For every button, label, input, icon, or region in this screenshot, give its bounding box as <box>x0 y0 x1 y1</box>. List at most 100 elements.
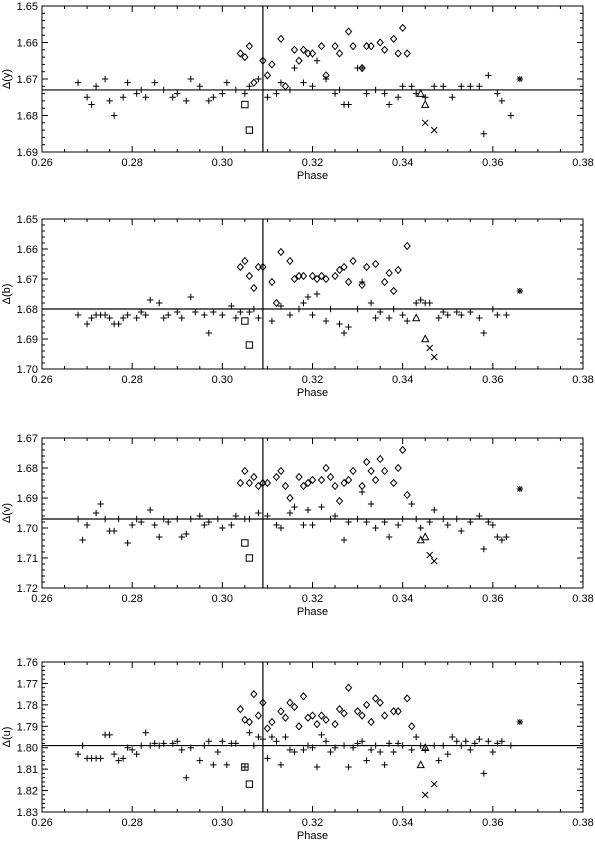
diamond-point <box>344 27 353 36</box>
cross-point <box>430 126 438 134</box>
plus-point <box>462 738 469 745</box>
diamond-point <box>371 475 380 485</box>
diamond-point <box>263 71 272 80</box>
diamond-point <box>241 466 249 476</box>
plus-point <box>394 521 402 529</box>
plus-point <box>156 533 163 541</box>
x-tick-label: 0.34 <box>392 593 413 605</box>
plus-point <box>214 748 222 756</box>
plus-point <box>367 746 375 754</box>
plus-point <box>196 83 203 90</box>
series-plus <box>74 488 510 553</box>
diamond-point <box>245 717 254 727</box>
x-axis-title: Phase <box>297 170 328 182</box>
plot-frame <box>41 437 584 589</box>
plus-point <box>79 742 86 749</box>
diamond-point <box>263 478 272 488</box>
plus-point <box>399 515 406 523</box>
plus-point <box>151 740 158 747</box>
plus-point <box>178 746 185 754</box>
x-tick-label: 0.28 <box>121 374 142 386</box>
plus-point <box>440 515 447 523</box>
plus-point <box>300 79 307 86</box>
cross-point <box>430 353 438 361</box>
plus-point <box>250 305 258 313</box>
plus-point <box>408 746 415 754</box>
plus-point <box>363 757 370 764</box>
plus-point <box>115 320 122 328</box>
plus-point <box>110 112 118 119</box>
plus-point <box>394 740 402 747</box>
diamond-point <box>403 694 411 703</box>
diamond-point <box>322 463 330 473</box>
plus-point <box>345 101 352 108</box>
diamond-point <box>353 707 362 716</box>
plus-point <box>313 763 321 771</box>
plus-point <box>444 750 451 758</box>
plus-point <box>304 506 312 514</box>
plus-point <box>137 742 145 749</box>
plus-point <box>444 311 451 319</box>
triangle-point <box>420 743 430 752</box>
x-tick-label: 0.36 <box>482 593 503 605</box>
plus-point <box>440 742 447 749</box>
plus-point <box>92 509 100 517</box>
diamond-point <box>408 722 416 731</box>
plus-point <box>255 75 262 83</box>
plus-point <box>354 740 361 747</box>
plus-point <box>367 299 375 307</box>
diamond-point <box>245 478 254 488</box>
diamond-point <box>380 711 389 720</box>
triangle-point <box>416 760 425 769</box>
plus-point <box>124 79 131 86</box>
y-tick-label: 1.68 <box>17 304 38 316</box>
diamond-point <box>250 283 258 293</box>
plus-point <box>192 308 199 316</box>
x-axis-title: Phase <box>297 830 328 842</box>
y-tick-label: 1.78 <box>17 700 38 712</box>
plus-point <box>83 521 91 529</box>
plus-point <box>381 518 388 526</box>
x-tick-label: 0.38 <box>572 157 593 169</box>
plus-point <box>277 761 285 769</box>
x-tick-label: 0.30 <box>212 374 233 386</box>
plus-point <box>458 311 465 319</box>
plus-point <box>205 738 213 745</box>
plus-point <box>503 311 510 319</box>
x-tick-label: 0.36 <box>482 374 503 386</box>
diamond-point <box>376 38 384 47</box>
diamond-point <box>236 262 245 272</box>
plus-point <box>327 748 334 756</box>
plus-point <box>241 763 249 771</box>
diamond-point <box>277 247 285 257</box>
plus-point <box>336 86 343 94</box>
diamond-point <box>281 82 290 91</box>
diamond-point <box>340 262 348 272</box>
plus-point <box>399 83 406 90</box>
x-tick-label: 0.26 <box>31 593 52 605</box>
plus-point <box>376 748 384 756</box>
y-tick-label: 1.67 <box>17 74 38 86</box>
plus-point <box>178 314 185 322</box>
plus-point <box>232 86 240 94</box>
cross-point <box>421 791 429 799</box>
diamond-point <box>380 466 389 476</box>
diamond-point <box>290 274 299 284</box>
plus-point <box>223 761 231 769</box>
plus-point <box>268 317 276 325</box>
plus-point <box>165 518 172 526</box>
plus-point <box>300 521 307 529</box>
diamond-point <box>236 49 245 58</box>
y-tick-label: 1.83 <box>17 807 38 819</box>
plus-point <box>372 314 379 322</box>
diamond-point <box>259 262 267 272</box>
diamond-point <box>281 713 290 722</box>
plus-point <box>187 293 194 301</box>
plus-point <box>232 512 240 520</box>
diamond-point <box>290 45 299 54</box>
plus-point <box>480 770 488 777</box>
plus-point <box>183 530 190 538</box>
plus-point <box>331 744 339 751</box>
plus-point <box>376 308 384 316</box>
plus-point <box>119 94 127 101</box>
